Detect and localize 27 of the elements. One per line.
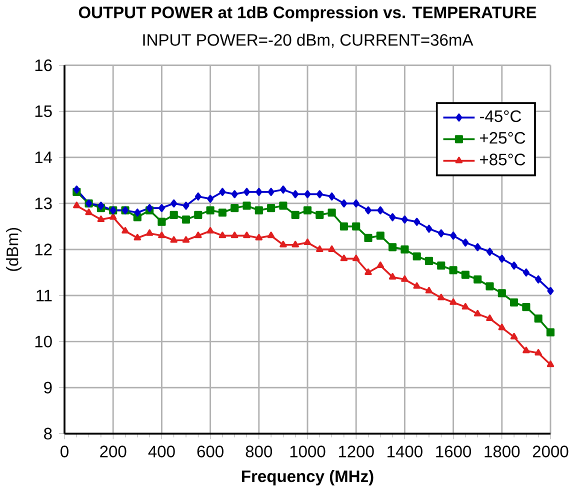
y-tick-label: 16 bbox=[35, 60, 52, 72]
chart-subtitle: INPUT POWER=-20 dBm, CURRENT=36mA bbox=[143, 34, 474, 48]
x-tick-label: 400 bbox=[148, 446, 175, 458]
y-tick-label: 11 bbox=[36, 290, 52, 302]
y-tick-label: 10 bbox=[35, 336, 52, 348]
x-tick-label: 1800 bbox=[484, 446, 520, 458]
y-tick-label: 14 bbox=[35, 152, 52, 164]
x-tick-label: 0 bbox=[60, 446, 68, 458]
y-tick-label: 9 bbox=[44, 382, 52, 394]
x-tick-label: 200 bbox=[100, 446, 126, 458]
x-tick-label: 1000 bbox=[290, 446, 326, 458]
y-axis-title: (dBm) bbox=[6, 228, 22, 272]
chart-title: OUTPUT POWER at 1dB Compression vs. TEMPERATURE bbox=[78, 6, 536, 22]
x-tick-label: 1400 bbox=[388, 446, 422, 458]
y-tick-label: 13 bbox=[35, 198, 52, 210]
x-tick-label: 2000 bbox=[532, 446, 568, 458]
x-tick-label: 1200 bbox=[338, 446, 374, 458]
y-tick-label: 12 bbox=[35, 244, 52, 256]
y-tick-label: 8 bbox=[44, 428, 52, 440]
x-tick-label: 600 bbox=[197, 446, 224, 458]
x-tick-label: 1600 bbox=[436, 446, 472, 458]
x-tick-label: 800 bbox=[246, 446, 272, 458]
y-tick-label: 15 bbox=[35, 106, 52, 118]
legend-label: +85°C bbox=[480, 154, 526, 166]
x-axis-title: Frequency (MHz) bbox=[242, 470, 374, 486]
legend-label: -45°C bbox=[480, 110, 522, 122]
legend-label: +25°C bbox=[480, 132, 526, 144]
